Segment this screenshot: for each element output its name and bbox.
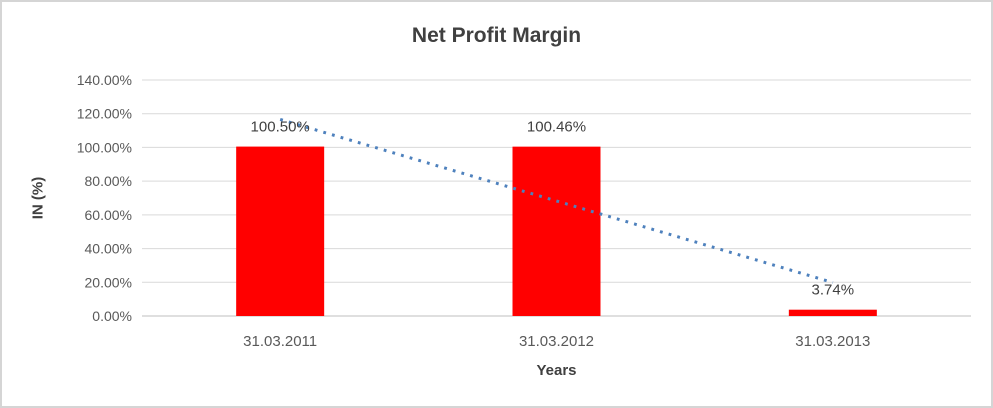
data-label: 3.74% (812, 282, 855, 299)
category-label: 31.03.2011 (243, 333, 317, 350)
trendline (279, 117, 834, 284)
y-tick-label: 60.00% (85, 207, 132, 223)
chart-title: Net Profit Margin (411, 24, 582, 47)
y-tick-label: 140.00% (77, 72, 132, 88)
y-tick-label: 120.00% (77, 106, 132, 122)
data-label: 100.50% (251, 119, 310, 136)
y-tick-label: 40.00% (85, 241, 132, 257)
y-tick-label: 80.00% (85, 173, 132, 189)
category-label: 31.03.2012 (519, 333, 594, 350)
x-axis-title: Years (536, 362, 577, 379)
bar (788, 309, 877, 316)
bar (236, 146, 325, 316)
bar (512, 146, 601, 316)
category-label: 31.03.2013 (795, 333, 870, 350)
y-tick-label: 100.00% (77, 139, 132, 155)
y-tick-label: 0.00% (92, 308, 132, 324)
y-tick-label: 20.00% (85, 274, 132, 290)
data-label: 100.46% (527, 119, 586, 136)
